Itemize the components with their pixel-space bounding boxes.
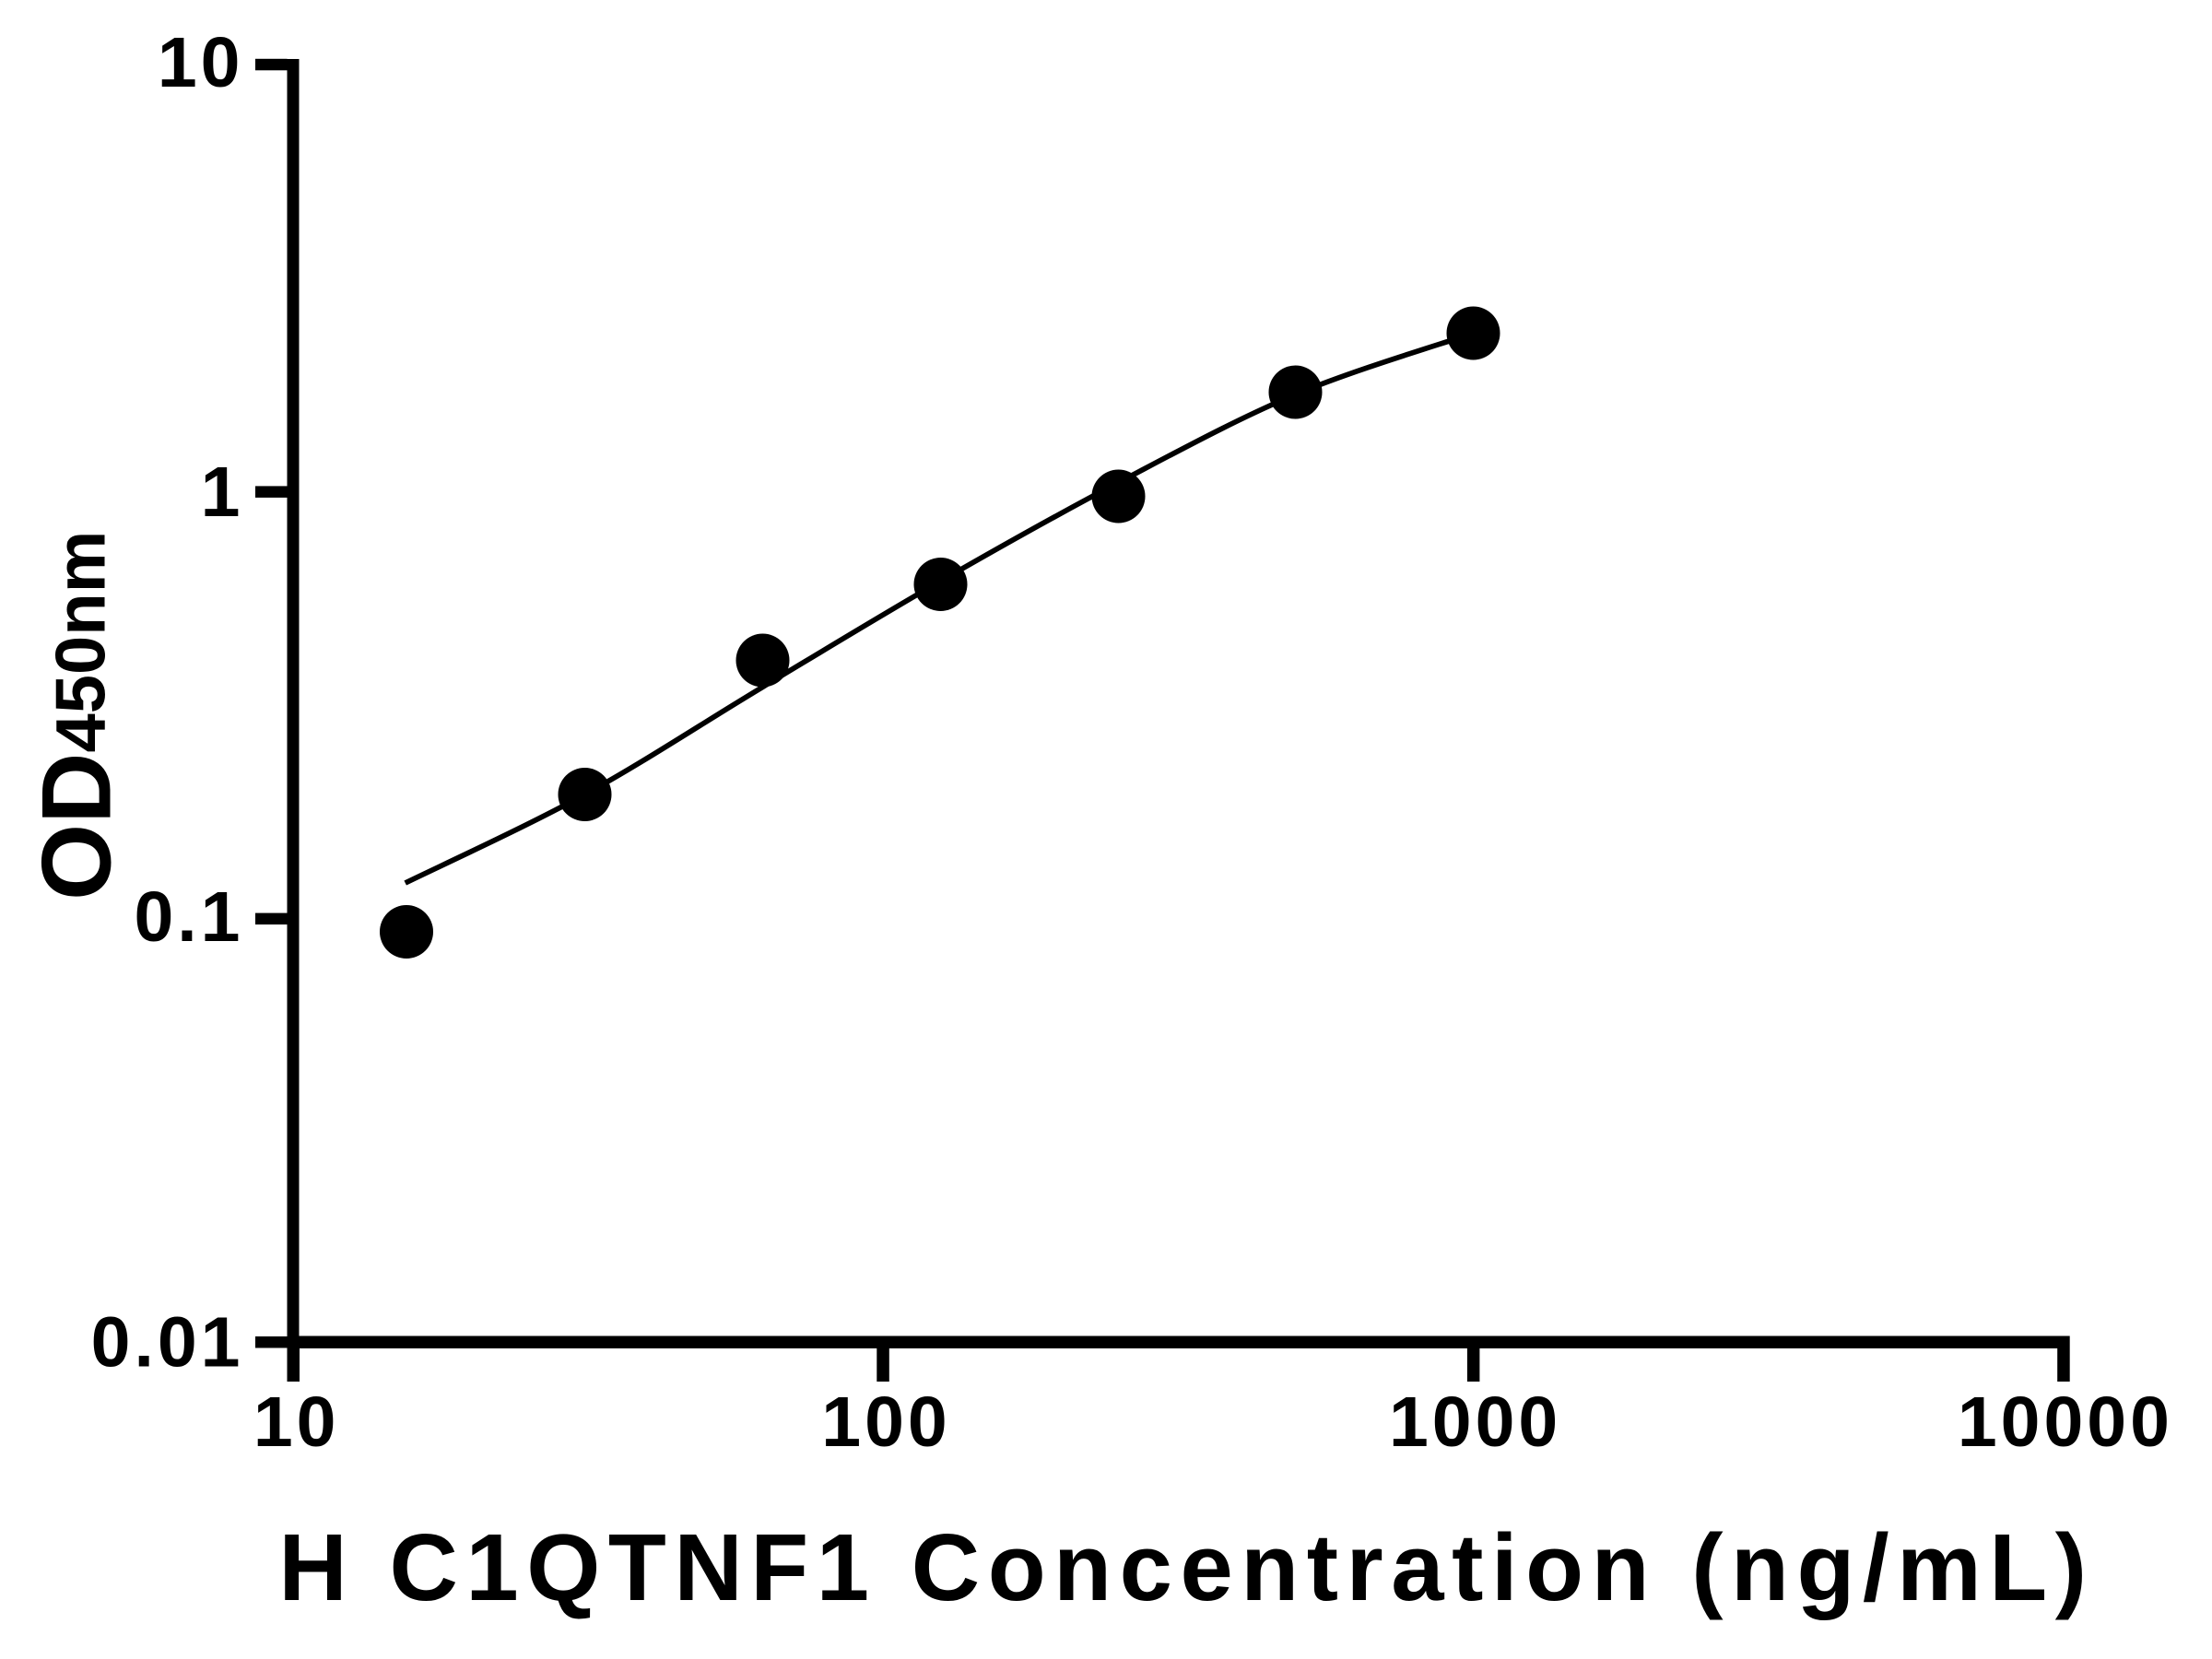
svg-text:10: 10 xyxy=(158,23,244,102)
svg-text:1000: 1000 xyxy=(1389,1382,1561,1462)
svg-text:1: 1 xyxy=(201,453,244,532)
svg-text:0.1: 0.1 xyxy=(134,877,243,957)
svg-text:0.01: 0.01 xyxy=(91,1303,244,1382)
svg-text:10: 10 xyxy=(253,1382,340,1462)
svg-text:100: 100 xyxy=(821,1382,950,1462)
svg-text:H C1QTNF1 Concentration (ng/mL: H C1QTNF1 Concentration (ng/mL) xyxy=(278,1514,2094,1620)
svg-text:10000: 10000 xyxy=(1958,1382,2173,1462)
